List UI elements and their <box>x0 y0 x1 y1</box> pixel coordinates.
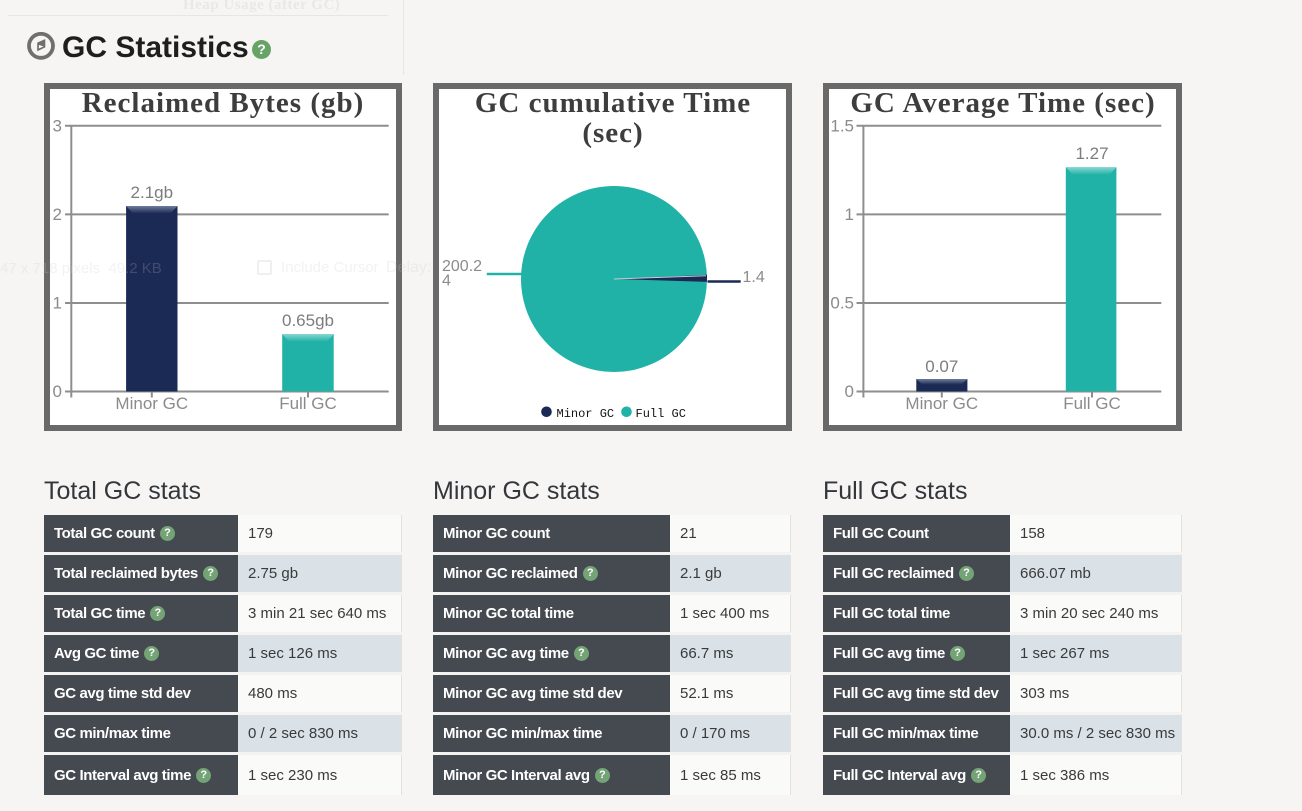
svg-text:0.5: 0.5 <box>830 294 854 313</box>
svg-text:(sec): (sec) <box>582 117 643 149</box>
svg-text:Full GC: Full GC <box>636 407 686 421</box>
svg-text:200.2: 200.2 <box>442 258 482 275</box>
svg-text:0: 0 <box>845 382 854 401</box>
svg-text:3: 3 <box>53 117 62 136</box>
svg-text:Full GC: Full GC <box>1063 394 1121 413</box>
svg-text:Minor GC: Minor GC <box>557 407 615 421</box>
svg-text:1.27: 1.27 <box>1075 144 1108 163</box>
svg-text:1: 1 <box>845 205 854 224</box>
svg-text:2.1gb: 2.1gb <box>131 183 174 202</box>
svg-text:GC cumulative Time: GC cumulative Time <box>475 89 751 119</box>
svg-text:1.5: 1.5 <box>830 117 854 136</box>
svg-text:0: 0 <box>53 382 62 401</box>
svg-text:GC Average Time (sec): GC Average Time (sec) <box>850 89 1155 119</box>
svg-text:0.07: 0.07 <box>925 357 958 376</box>
svg-text:1: 1 <box>53 294 62 313</box>
svg-text:Minor GC: Minor GC <box>905 394 978 413</box>
svg-text:Reclaimed Bytes (gb): Reclaimed Bytes (gb) <box>82 89 365 119</box>
svg-text:2: 2 <box>53 205 62 224</box>
svg-text:Minor GC: Minor GC <box>115 394 188 413</box>
svg-text:1.4: 1.4 <box>743 269 765 286</box>
svg-text:Full GC: Full GC <box>279 394 337 413</box>
svg-text:4: 4 <box>442 273 451 290</box>
svg-text:0.65gb: 0.65gb <box>282 311 334 330</box>
